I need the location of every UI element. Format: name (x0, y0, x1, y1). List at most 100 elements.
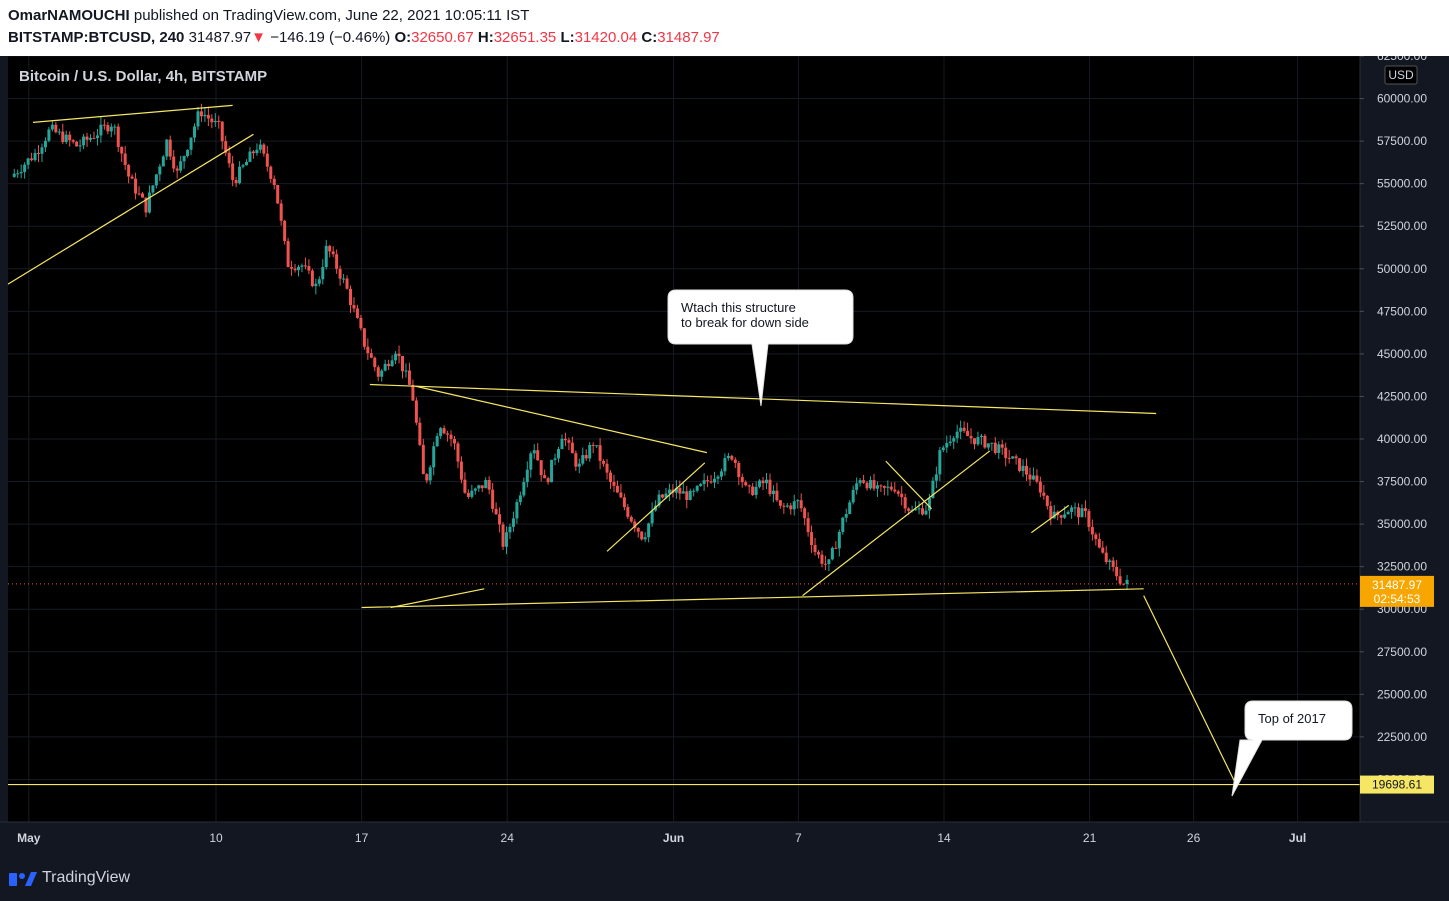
mini-downtrend[interactable] (885, 460, 932, 510)
projection-arrow[interactable] (1143, 595, 1236, 784)
candle-body (494, 508, 498, 515)
candle-body (206, 114, 210, 119)
candle-body (952, 438, 956, 442)
candle-body (789, 505, 793, 510)
x-tick-label: 10 (209, 831, 223, 845)
candle-body (903, 497, 907, 509)
candle-body (1059, 515, 1063, 518)
candle-body (893, 489, 897, 492)
triangle-lower[interactable] (361, 588, 1144, 609)
candle-body (518, 495, 522, 503)
candle-body (397, 353, 401, 356)
currency-badge[interactable] (1384, 65, 1418, 85)
candle-body (765, 479, 769, 484)
candle-body (61, 131, 65, 143)
y-tick-label: 52500.00 (1377, 219, 1427, 233)
y-tick-label: 45000.00 (1377, 347, 1427, 361)
candle-body (924, 510, 928, 515)
candle-body (487, 480, 491, 490)
candle-body (1052, 511, 1056, 519)
candle-body (134, 178, 138, 194)
candle-body (227, 152, 231, 164)
candle-body (328, 245, 332, 252)
candle-body (529, 453, 533, 470)
candle-body (64, 134, 68, 143)
candle-body (882, 485, 886, 488)
candle-body (37, 152, 41, 154)
candle-body (726, 455, 730, 459)
candle-body (945, 443, 949, 448)
candle-body (238, 166, 242, 184)
candle-body (303, 265, 307, 267)
candle-body (401, 355, 405, 372)
candle-body (283, 220, 287, 242)
author-name[interactable]: OmarNAMOUCHI (8, 7, 130, 24)
candle-body (841, 517, 845, 533)
footer-brand[interactable]: TradingView (42, 869, 131, 886)
candle-body (626, 507, 630, 517)
candle-body (810, 532, 814, 546)
candle-body (931, 480, 935, 499)
candle-body (778, 500, 782, 506)
tradingview-logo-icon[interactable] (8, 868, 38, 888)
candle-body (813, 545, 817, 553)
candle-body (1090, 526, 1094, 535)
y-tick-label: 25000.00 (1377, 687, 1427, 701)
candle-body (172, 156, 176, 169)
candle-body (633, 521, 637, 529)
candle-body (231, 163, 235, 181)
channel-small[interactable] (606, 462, 706, 552)
candle-body (969, 436, 973, 439)
candle-body (40, 147, 44, 154)
candle-body (927, 498, 931, 511)
candle-body (234, 180, 238, 184)
callout-bubble (1231, 700, 1353, 797)
x-tick-label: 14 (937, 831, 951, 845)
trend-drawings (7, 104, 1360, 786)
candle-body (1077, 507, 1081, 518)
candle-body (449, 434, 453, 439)
candle-body (106, 125, 110, 132)
candle-body (855, 483, 859, 490)
candle-body (678, 487, 682, 494)
countdown-value: 02:54:53 (1374, 592, 1421, 606)
candle-body (723, 458, 727, 472)
candle-body (581, 455, 585, 464)
triangle-upper[interactable] (369, 383, 1157, 415)
candle-body (546, 478, 550, 483)
callout-1[interactable]: Top of 2017 (1231, 700, 1353, 797)
swing-low-support[interactable] (390, 588, 485, 609)
candle-body (151, 185, 155, 193)
rising-wedge-upper[interactable] (32, 104, 233, 123)
time-axis[interactable]: May 10 17 24 Jun 7 14 21 26 Jul (0, 821, 1449, 845)
channel-rise[interactable] (802, 450, 991, 597)
candle-body (1000, 444, 1004, 448)
candle-body (570, 442, 574, 454)
candle-body (307, 266, 311, 271)
candle-body (820, 554, 824, 564)
candle-body (609, 472, 613, 483)
candle-body (182, 156, 186, 162)
candle-body (165, 139, 169, 157)
currency-label: USD (1388, 68, 1414, 82)
footer: TradingView (8, 866, 130, 890)
symbol-label: BITSTAMP:BTCUSD, 240 (8, 29, 185, 46)
candle-body (380, 370, 384, 377)
x-tick-label: Jul (1289, 831, 1306, 845)
candle-body (716, 476, 720, 479)
candle-body (414, 400, 418, 423)
price-chart[interactable]: 62500.00 60000.00 57500.00 55000.00 52500.00… (0, 56, 1449, 856)
candle-body (89, 137, 93, 140)
candle-body (997, 444, 1001, 453)
candle-body (543, 475, 547, 479)
candle-body (193, 126, 197, 138)
y-tick-label: 35000.00 (1377, 517, 1427, 531)
inner-downtrend[interactable] (415, 385, 708, 454)
rising-wedge-lower[interactable] (7, 133, 254, 285)
candle-body (1063, 514, 1067, 518)
candle-body (574, 453, 578, 467)
y-tick-label: 22500.00 (1377, 730, 1427, 744)
mini-flag[interactable] (1031, 504, 1070, 534)
